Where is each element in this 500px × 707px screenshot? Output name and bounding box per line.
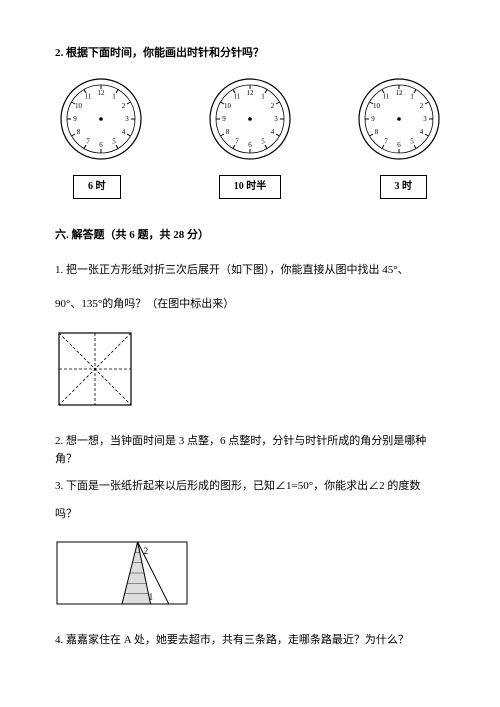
svg-text:4: 4 bbox=[420, 128, 424, 136]
svg-text:1: 1 bbox=[112, 92, 116, 100]
clock-row: 123456789101112 123456789101112 12345678… bbox=[55, 77, 445, 161]
svg-text:1: 1 bbox=[261, 92, 265, 100]
svg-text:12: 12 bbox=[98, 89, 106, 97]
svg-text:3: 3 bbox=[423, 115, 427, 123]
svg-text:12: 12 bbox=[247, 89, 255, 97]
fold-figure: 21 bbox=[55, 536, 445, 615]
folded-square-figure bbox=[55, 329, 445, 416]
svg-text:7: 7 bbox=[86, 137, 90, 145]
clock-1: 123456789101112 bbox=[59, 77, 143, 161]
svg-text:1: 1 bbox=[410, 92, 414, 100]
svg-text:5: 5 bbox=[112, 137, 116, 145]
s6-q1-line1: 1. 把一张正方形纸对折三次后展开（如下图），你能直接从图中找出 45°、 bbox=[55, 258, 445, 282]
svg-text:11: 11 bbox=[85, 92, 92, 100]
clock-label-row: 6 时 10 时半 3 时 bbox=[55, 175, 445, 199]
svg-text:3: 3 bbox=[274, 115, 278, 123]
svg-text:9: 9 bbox=[73, 115, 77, 123]
svg-text:2: 2 bbox=[144, 546, 149, 556]
svg-text:2: 2 bbox=[420, 102, 424, 110]
svg-text:6: 6 bbox=[248, 141, 252, 149]
svg-text:2: 2 bbox=[271, 102, 275, 110]
svg-text:10: 10 bbox=[224, 102, 232, 110]
svg-text:8: 8 bbox=[77, 128, 81, 136]
s6-q2: 2. 想一想，当钟面时间是 3 点整，6 点整时，分针与时针所成的角分别是哪种角… bbox=[55, 433, 445, 468]
svg-text:7: 7 bbox=[235, 137, 239, 145]
time-label-3: 3 时 bbox=[380, 175, 428, 199]
svg-text:2: 2 bbox=[122, 102, 126, 110]
svg-text:11: 11 bbox=[383, 92, 390, 100]
s6-q3-line2: 吗？ bbox=[55, 506, 445, 524]
svg-text:9: 9 bbox=[371, 115, 375, 123]
svg-text:6: 6 bbox=[397, 141, 401, 149]
q2-title: 2. 根据下面时间，你能画出时针和分针吗？ bbox=[55, 45, 445, 63]
s6-q3-line1: 3. 下面是一张纸折起来以后形成的图形，已知∠1=50°，你能求出∠2 的度数 bbox=[55, 478, 445, 496]
svg-text:9: 9 bbox=[222, 115, 226, 123]
svg-text:3: 3 bbox=[125, 115, 129, 123]
svg-text:7: 7 bbox=[384, 137, 388, 145]
clock-3: 123456789101112 bbox=[357, 77, 441, 161]
time-label-2: 10 时半 bbox=[219, 175, 282, 199]
svg-text:10: 10 bbox=[75, 102, 83, 110]
s6-q4: 4. 嘉嘉家住在 A 处，她要去超市，共有三条路，走哪条路最近？为什么？ bbox=[55, 632, 445, 650]
svg-text:4: 4 bbox=[122, 128, 126, 136]
svg-text:5: 5 bbox=[410, 137, 414, 145]
svg-text:4: 4 bbox=[271, 128, 275, 136]
time-label-1: 6 时 bbox=[73, 175, 121, 199]
clock-2: 123456789101112 bbox=[208, 77, 292, 161]
svg-text:10: 10 bbox=[373, 102, 381, 110]
section6-heading: 六. 解答题（共 6 题，共 28 分） bbox=[55, 227, 445, 245]
svg-text:1: 1 bbox=[149, 592, 154, 602]
svg-text:8: 8 bbox=[375, 128, 379, 136]
svg-text:11: 11 bbox=[234, 92, 241, 100]
svg-text:8: 8 bbox=[226, 128, 230, 136]
s6-q1-line2: 90°、135°的角吗？（在图中标出来） bbox=[55, 292, 445, 316]
svg-text:12: 12 bbox=[396, 89, 404, 97]
svg-text:6: 6 bbox=[99, 141, 103, 149]
svg-text:5: 5 bbox=[261, 137, 265, 145]
